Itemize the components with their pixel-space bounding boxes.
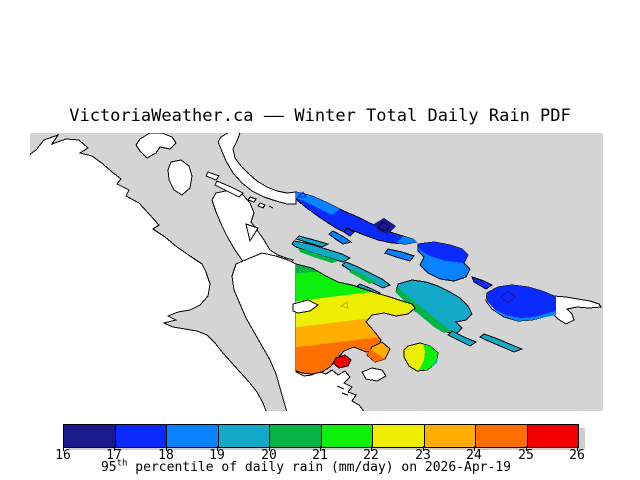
islet-yellow-green: [403, 342, 439, 372]
caption-rest: percentile of daily rain (mm/day) on 202…: [127, 460, 511, 475]
contour-marker-triangle-2: [339, 301, 349, 309]
island-two-lobed: [135, 133, 177, 159]
tiny-rocks: [268, 205, 349, 396]
plot-title: VictoriaWeather.ca —— Winter Total Daily…: [69, 106, 571, 126]
contour-marker-triangle-1: [296, 191, 307, 198]
landmass-vancouver-island: [30, 134, 267, 411]
colorbar-segment-22-23: [373, 425, 425, 447]
island-pear: [167, 159, 193, 196]
contour-marker-diamond-1: [377, 221, 391, 232]
islet-white-south: [361, 367, 387, 382]
islet-dot-2: [257, 202, 266, 209]
islet-sliver-1: [205, 171, 220, 181]
colorbar-segment-17-18: [115, 425, 167, 447]
island-long-white-part: [217, 133, 297, 205]
colorbar-segment-18-19: [167, 425, 219, 447]
island-east-white-tip: [485, 284, 602, 325]
colorbar-segment-24-25: [476, 425, 528, 447]
islands-teal-slivers: [291, 235, 352, 263]
island-group-middle-blue: [384, 241, 493, 290]
caption-superscript: th: [116, 458, 128, 469]
bay-notch: [292, 299, 319, 314]
colorbar-segment-21-22: [321, 425, 373, 447]
colorbar-caption: 95th percentile of daily rain (mm/day) o…: [0, 458, 612, 475]
colorbar-segment-23-24: [424, 425, 476, 447]
colorbar: [63, 424, 579, 448]
islet-orange-diamond: [366, 341, 391, 363]
colorbar-segment-16-17: [64, 425, 116, 447]
caption-base: 95: [100, 460, 117, 475]
colorbar-segment-20-21: [270, 425, 322, 447]
islet-blue-1: [328, 230, 353, 245]
island-lake-outline: [245, 223, 259, 243]
island-group-southeast: [395, 279, 524, 353]
islet-red: [332, 354, 352, 369]
colorbar-segment-25-26: [527, 425, 578, 447]
island-long-data-part: [295, 191, 418, 245]
colorbar-segment-19-20: [218, 425, 270, 447]
islet-sliver-2: [214, 180, 244, 198]
contour-marker-diamond-2: [500, 290, 516, 304]
islet-dot-1: [247, 196, 257, 203]
islet-blue-2: [343, 227, 355, 237]
